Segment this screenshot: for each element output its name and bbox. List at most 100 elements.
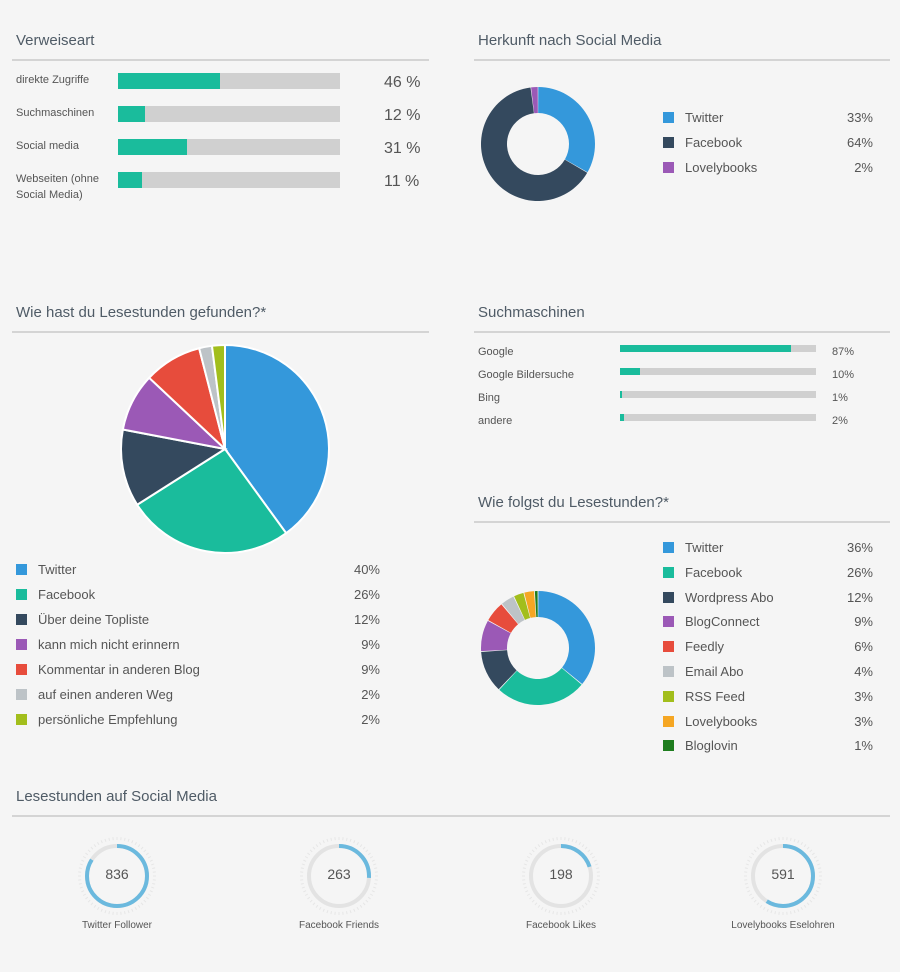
ring-tick bbox=[145, 896, 149, 900]
ring-tick bbox=[307, 896, 311, 900]
ring-tick bbox=[147, 893, 152, 896]
ring-tick bbox=[82, 893, 87, 896]
ring-tick bbox=[81, 890, 85, 893]
legend-label: kann mich nicht erinnern bbox=[38, 637, 180, 652]
legend-swatch bbox=[663, 566, 674, 578]
ring-tick bbox=[591, 893, 596, 896]
bar-fill bbox=[118, 106, 145, 122]
ring-tick bbox=[774, 911, 777, 915]
gefunden-pie-chart bbox=[120, 343, 330, 554]
legend-label: Lovelybooks bbox=[685, 160, 758, 175]
ring-fill bbox=[85, 844, 149, 908]
ring-tick bbox=[97, 906, 100, 911]
ring-tick bbox=[131, 908, 134, 912]
ring-tick bbox=[134, 906, 137, 911]
legend-value: 36% bbox=[846, 540, 873, 555]
bar-row-google-bildersuche: Google Bildersuche 10% bbox=[474, 367, 890, 390]
social-panel: Lesestunden auf Social Media 836 Twitter … bbox=[12, 788, 890, 958]
ring-tick bbox=[584, 846, 588, 850]
bar-value-label: 31 % bbox=[384, 140, 421, 157]
ring-tick bbox=[304, 856, 309, 859]
ring-tick bbox=[537, 844, 541, 848]
ring-tick bbox=[809, 899, 813, 903]
legend-swatch bbox=[16, 639, 27, 650]
ring-tick bbox=[745, 863, 749, 866]
bar-track bbox=[620, 368, 816, 375]
legend-value: 2% bbox=[854, 160, 873, 175]
ring-tick bbox=[367, 896, 371, 900]
legend-swatch bbox=[663, 542, 674, 553]
stat-caption: Facebook Friends bbox=[298, 920, 380, 931]
slice-twitter bbox=[224, 343, 330, 535]
ring-tick bbox=[747, 859, 751, 862]
gefunden-panel: Wie hast du Lesestunden gefunden?* Twitt… bbox=[12, 304, 429, 744]
legend-value: 9% bbox=[854, 614, 873, 630]
ring-tick bbox=[81, 859, 85, 862]
legend-label: Facebook bbox=[685, 135, 743, 150]
ring-tick bbox=[100, 908, 103, 912]
legend-value: 64% bbox=[846, 135, 873, 150]
ring-tick bbox=[575, 908, 578, 912]
legend-swatch bbox=[663, 616, 674, 628]
ring-tick bbox=[349, 838, 352, 842]
ring-tick bbox=[595, 863, 599, 866]
ring-tick bbox=[584, 902, 588, 906]
ring-tick bbox=[523, 886, 527, 889]
bar-row-social-media: Social media 31 % bbox=[12, 138, 429, 171]
legend-item-feedly: Feedly 6% bbox=[663, 637, 873, 657]
ring-tick bbox=[593, 890, 597, 893]
bar-label: Webseiten (ohne Social Media) bbox=[16, 173, 99, 201]
stat-lovelybooks-eselohren: 591 Lovelybooks Eselohren bbox=[703, 832, 863, 952]
bar-track bbox=[620, 414, 816, 421]
bar-fill bbox=[118, 172, 143, 188]
section-title: Lesestunden auf Social Media bbox=[12, 788, 890, 817]
bar-value-label: 2% bbox=[832, 415, 848, 427]
ring-tick bbox=[800, 841, 803, 846]
ring-tick bbox=[151, 886, 155, 889]
ring-tick bbox=[541, 841, 544, 846]
ring-tick bbox=[763, 906, 766, 911]
ring-tick bbox=[104, 910, 107, 914]
legend-item-facebook: Facebook 64% bbox=[663, 133, 873, 153]
bar-track bbox=[118, 172, 340, 188]
suchmaschinen-panel: Suchmaschinen Google 87% Google Bildersuch… bbox=[474, 304, 890, 444]
legend-label: Lovelybooks bbox=[685, 713, 758, 729]
bar-value-label: 12 % bbox=[384, 107, 421, 124]
slice-rss-feed bbox=[514, 592, 531, 620]
ring-tick bbox=[544, 840, 547, 844]
ring-tick bbox=[526, 893, 531, 896]
ring-tick bbox=[591, 856, 596, 859]
ring-tick bbox=[756, 902, 760, 906]
slice-twitter bbox=[538, 87, 595, 173]
legend-value: 3% bbox=[854, 713, 873, 729]
ring-tick bbox=[531, 849, 535, 853]
ring-tick bbox=[349, 910, 352, 914]
ring-tick bbox=[330, 911, 333, 915]
legend-value: 40% bbox=[353, 562, 380, 577]
ring-tick bbox=[90, 902, 94, 906]
ring-tick bbox=[789, 911, 792, 915]
ring-tick bbox=[567, 911, 570, 915]
legend-value: 12% bbox=[846, 589, 873, 605]
ring-tick bbox=[578, 906, 581, 911]
slice-facebook bbox=[499, 667, 582, 705]
slice-facebook bbox=[481, 87, 588, 201]
ring-tick bbox=[152, 882, 156, 885]
section-title: Herkunft nach Social Media bbox=[474, 32, 890, 61]
ring-tick bbox=[79, 863, 83, 866]
ring-tick bbox=[356, 841, 359, 846]
legend-item-wordpress-abo: Wordpress Abo 12% bbox=[663, 588, 873, 608]
ring-tick bbox=[525, 890, 529, 893]
ring-tick bbox=[748, 856, 753, 859]
ring-tick bbox=[571, 838, 574, 842]
ring-tick bbox=[745, 886, 749, 889]
legend-swatch bbox=[16, 714, 27, 725]
section-title: Verweiseart bbox=[12, 32, 429, 61]
progress-ring bbox=[78, 837, 156, 915]
ring-tick bbox=[766, 840, 769, 844]
ring-tick bbox=[581, 904, 585, 908]
ring-tick bbox=[108, 911, 111, 915]
ring-tick bbox=[353, 840, 356, 844]
ring-tick bbox=[544, 908, 547, 912]
ring-tick bbox=[789, 837, 792, 841]
